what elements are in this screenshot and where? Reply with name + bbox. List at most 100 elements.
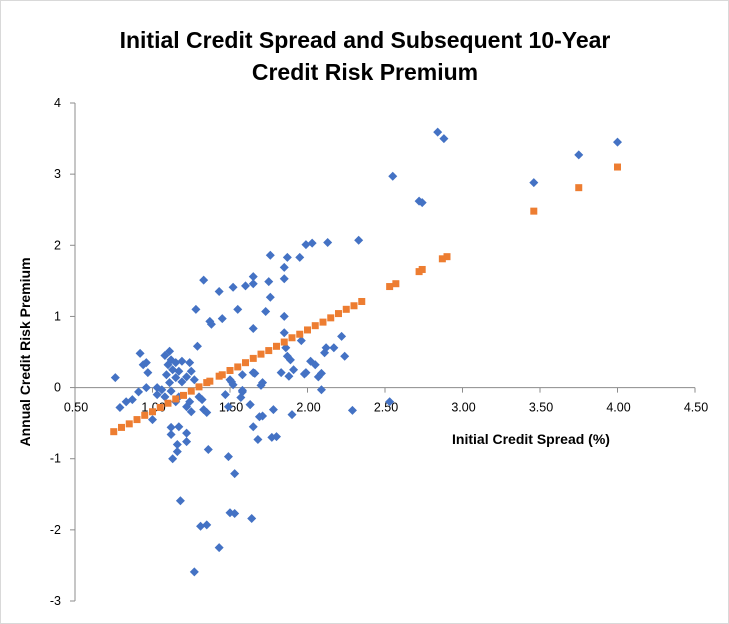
- data-point-diamond: [223, 402, 233, 412]
- data-point-square: [319, 318, 327, 326]
- data-point-square: [386, 283, 394, 291]
- data-point-diamond: [272, 432, 281, 442]
- data-point-diamond: [228, 282, 238, 292]
- data-point-diamond: [206, 319, 216, 329]
- x-tick-label: 2.00: [296, 401, 320, 415]
- data-point-diamond: [138, 360, 148, 370]
- data-point-diamond: [313, 372, 323, 382]
- data-point-diamond: [171, 373, 181, 383]
- data-point-diamond: [385, 397, 395, 407]
- x-tick-label: 4.00: [606, 401, 630, 415]
- y-tick-label: -3: [50, 594, 61, 608]
- data-point-diamond: [237, 387, 247, 397]
- data-point-square: [342, 305, 350, 313]
- data-point-square: [242, 359, 249, 367]
- data-points: [110, 127, 622, 577]
- data-point-square: [180, 391, 187, 399]
- data-point-square: [257, 350, 265, 358]
- data-point-diamond: [189, 567, 199, 577]
- data-point-square: [118, 423, 125, 431]
- data-point-diamond: [161, 370, 171, 380]
- data-point-diamond: [258, 411, 268, 421]
- data-point-diamond: [214, 543, 224, 553]
- data-point-diamond: [152, 390, 162, 400]
- data-point-diamond: [301, 240, 311, 250]
- data-point-diamond: [168, 365, 178, 375]
- data-point-square: [530, 207, 538, 215]
- data-point-diamond: [316, 385, 326, 395]
- data-point-diamond: [166, 430, 176, 440]
- data-point-diamond: [174, 366, 184, 376]
- data-point-diamond: [248, 324, 258, 334]
- data-point-diamond: [171, 358, 181, 368]
- data-point-diamond: [282, 252, 292, 262]
- data-point-square: [156, 403, 164, 411]
- data-point-diamond: [182, 437, 192, 447]
- y-tick-label: 4: [54, 96, 61, 110]
- data-point-diamond: [110, 373, 120, 383]
- data-point-square: [350, 302, 358, 310]
- data-point-diamond: [202, 407, 212, 417]
- data-point-square: [125, 420, 133, 428]
- data-point-diamond: [160, 351, 170, 361]
- data-point-square: [280, 338, 288, 346]
- data-point-diamond: [186, 366, 196, 376]
- data-point-square: [311, 322, 319, 330]
- data-point-square: [575, 184, 583, 192]
- data-point-diamond: [439, 134, 449, 144]
- data-point-square: [187, 387, 195, 395]
- data-point-diamond: [279, 274, 289, 284]
- x-axis-label: Initial Credit Spread (%): [452, 431, 610, 447]
- data-point-diamond: [165, 378, 175, 388]
- data-point-diamond: [237, 370, 247, 380]
- data-point-diamond: [217, 314, 227, 324]
- data-point-diamond: [189, 375, 199, 385]
- data-point-square: [110, 428, 118, 436]
- x-tick-label: 4.50: [684, 401, 708, 415]
- data-point-diamond: [529, 178, 539, 188]
- data-point-diamond: [299, 369, 309, 379]
- data-point-square: [226, 366, 234, 374]
- data-point-diamond: [185, 358, 195, 368]
- data-point-diamond: [329, 343, 339, 353]
- data-point-diamond: [337, 331, 347, 341]
- data-point-diamond: [258, 378, 268, 388]
- data-point-diamond: [166, 386, 176, 396]
- data-point-diamond: [202, 520, 212, 530]
- data-point-diamond: [192, 341, 202, 351]
- data-point-diamond: [191, 304, 201, 314]
- data-point-diamond: [141, 383, 151, 393]
- data-point-diamond: [574, 150, 584, 160]
- chart-title-line-1: Initial Credit Spread and Subsequent 10-…: [120, 27, 611, 53]
- data-point-diamond: [160, 392, 170, 402]
- data-point-diamond: [323, 237, 333, 247]
- data-point-square: [288, 334, 296, 342]
- data-point-diamond: [284, 371, 294, 381]
- data-point-diamond: [287, 410, 297, 420]
- data-point-diamond: [340, 351, 350, 361]
- data-point-diamond: [233, 304, 243, 314]
- data-point-diamond: [134, 387, 144, 397]
- data-point-diamond: [199, 275, 209, 285]
- data-point-diamond: [289, 365, 299, 375]
- data-point-diamond: [261, 306, 271, 316]
- data-point-diamond: [268, 405, 278, 415]
- data-point-square: [265, 347, 273, 355]
- data-point-square: [149, 408, 156, 416]
- data-point-square: [249, 354, 257, 362]
- data-point-square: [133, 416, 141, 424]
- y-tick-label: 3: [54, 167, 61, 181]
- data-point-diamond: [295, 252, 305, 262]
- data-point-diamond: [320, 348, 330, 358]
- data-point-diamond: [197, 395, 207, 405]
- y-tick-label: 1: [54, 309, 61, 323]
- data-point-diamond: [157, 385, 167, 395]
- data-point-square: [392, 280, 400, 288]
- data-point-diamond: [174, 422, 184, 432]
- y-tick-label: 2: [54, 238, 61, 252]
- data-point-diamond: [172, 447, 182, 457]
- data-point-diamond: [248, 368, 258, 378]
- data-point-square: [296, 330, 304, 338]
- series-fitted: [110, 163, 621, 436]
- data-point-diamond: [613, 137, 622, 147]
